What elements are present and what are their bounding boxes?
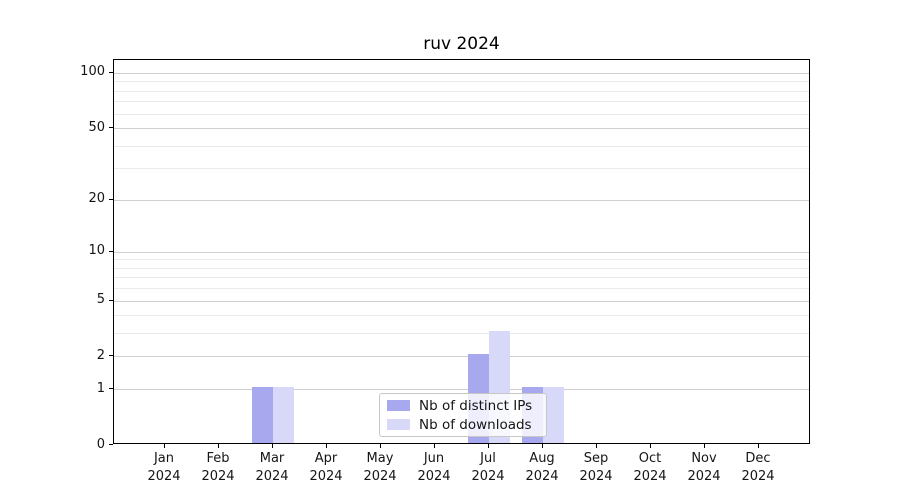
plot-area: Nb of distinct IPs Nb of downloads xyxy=(113,59,810,444)
minor-gridline-70 xyxy=(114,101,809,103)
x-tick-label-oct: Oct 2024 xyxy=(633,451,667,484)
x-tick-mark-jan xyxy=(164,444,165,448)
major-gridline-5 xyxy=(114,300,809,302)
major-gridline-100 xyxy=(114,72,809,74)
minor-gridline-3 xyxy=(114,333,809,335)
minor-gridline-60 xyxy=(114,113,809,115)
x-tick-mark-mar xyxy=(272,444,273,448)
minor-gridline-4 xyxy=(114,315,809,317)
minor-gridline-9 xyxy=(114,259,809,261)
chart-title: ruv 2024 xyxy=(423,34,500,54)
y-tick-mark-1 xyxy=(109,388,113,390)
y-tick-label-2: 2 xyxy=(96,347,105,363)
x-tick-label-dec: Dec 2024 xyxy=(741,451,775,484)
minor-gridline-7 xyxy=(114,277,809,279)
x-tick-label-nov: Nov 2024 xyxy=(687,451,721,484)
bar-mar-downloads xyxy=(273,387,294,443)
x-tick-label-jan: Jan 2024 xyxy=(147,451,181,484)
y-tick-label-1: 1 xyxy=(96,380,105,396)
x-tick-mark-apr xyxy=(326,444,327,448)
y-tick-mark-5 xyxy=(109,299,113,301)
x-tick-label-jul: Jul 2024 xyxy=(471,451,505,484)
minor-gridline-30 xyxy=(114,168,809,170)
x-tick-mark-jul xyxy=(488,444,489,448)
y-tick-label-100: 100 xyxy=(80,64,105,80)
legend-box: Nb of distinct IPs Nb of downloads xyxy=(379,393,547,437)
y-tick-label-0: 0 xyxy=(96,436,105,452)
x-tick-label-mar: Mar 2024 xyxy=(255,451,289,484)
bar-mar-distinct-ips xyxy=(252,387,273,443)
legend-item-distinct-ips: Nb of distinct IPs xyxy=(387,398,539,414)
y-tick-mark-2 xyxy=(109,355,113,357)
minor-gridline-6 xyxy=(114,288,809,290)
legend-label-distinct-ips: Nb of distinct IPs xyxy=(419,397,533,414)
x-tick-mark-feb xyxy=(218,444,219,448)
minor-gridline-8 xyxy=(114,267,809,269)
x-tick-mark-dec xyxy=(758,444,759,448)
x-tick-mark-sep xyxy=(596,444,597,448)
y-tick-label-20: 20 xyxy=(88,191,105,207)
y-tick-mark-100 xyxy=(109,71,113,73)
legend-swatch-distinct-ips xyxy=(387,400,410,411)
major-gridline-1 xyxy=(114,389,809,391)
x-tick-mark-jun xyxy=(434,444,435,448)
major-gridline-2 xyxy=(114,356,809,358)
x-tick-mark-aug xyxy=(542,444,543,448)
y-tick-mark-20 xyxy=(109,198,113,200)
x-tick-label-feb: Feb 2024 xyxy=(201,451,235,484)
legend-label-downloads: Nb of downloads xyxy=(419,416,532,433)
y-tick-mark-50 xyxy=(109,127,113,128)
major-gridline-50 xyxy=(114,128,809,129)
bar-aug-downloads xyxy=(543,387,564,443)
x-tick-label-may: May 2024 xyxy=(363,451,397,484)
y-tick-label-5: 5 xyxy=(96,292,105,308)
minor-gridline-80 xyxy=(114,90,809,92)
x-tick-label-apr: Apr 2024 xyxy=(309,451,343,484)
y-tick-label-10: 10 xyxy=(88,243,105,259)
x-tick-label-sep: Sep 2024 xyxy=(579,451,613,484)
x-tick-label-aug: Aug 2024 xyxy=(525,451,559,484)
y-tick-mark-0 xyxy=(109,444,113,445)
x-tick-label-jun: Jun 2024 xyxy=(417,451,451,484)
legend-item-downloads: Nb of downloads xyxy=(387,417,539,433)
x-tick-mark-nov xyxy=(704,444,705,448)
minor-gridline-90 xyxy=(114,81,809,83)
minor-gridline-40 xyxy=(114,145,809,147)
major-gridline-10 xyxy=(114,251,809,253)
major-gridline-20 xyxy=(114,199,809,201)
y-tick-label-50: 50 xyxy=(88,119,105,135)
legend-swatch-downloads xyxy=(387,419,410,430)
y-tick-mark-10 xyxy=(109,250,113,252)
x-tick-mark-may xyxy=(380,444,381,448)
x-tick-mark-oct xyxy=(650,444,651,448)
